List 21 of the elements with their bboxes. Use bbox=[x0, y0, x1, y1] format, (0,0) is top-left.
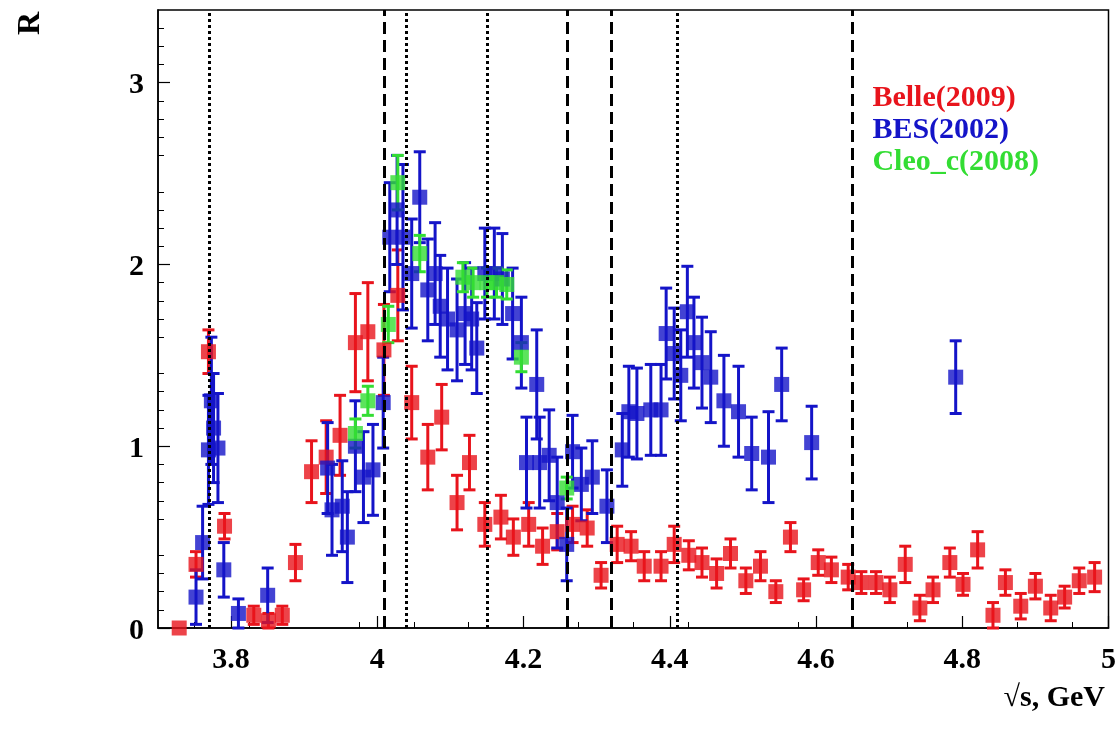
y-tick-label: 0 bbox=[129, 611, 144, 645]
point bbox=[360, 393, 376, 409]
y-tick-label: 1 bbox=[129, 429, 144, 463]
x-tick-label: 4.2 bbox=[504, 640, 543, 674]
x-tick-label: 4 bbox=[369, 640, 385, 674]
point bbox=[513, 349, 529, 365]
x-tick-label: 3.8 bbox=[212, 640, 250, 674]
x-tick-label: 4.4 bbox=[651, 640, 689, 674]
y-tick-label: 3 bbox=[129, 66, 144, 100]
point bbox=[390, 175, 406, 191]
point bbox=[412, 246, 428, 262]
y-axis-title: R bbox=[10, 11, 46, 36]
x-tick-label: 4.8 bbox=[943, 640, 982, 674]
point bbox=[499, 276, 515, 292]
x-axis-title: √s, GeV bbox=[1003, 678, 1106, 712]
x-tick-label: 5 bbox=[1101, 640, 1116, 674]
point bbox=[347, 426, 363, 442]
x-tick-label: 4.6 bbox=[797, 640, 835, 674]
text: Belle(2009) bbox=[872, 78, 1016, 113]
point bbox=[465, 275, 481, 291]
y-tick-label: 2 bbox=[129, 247, 144, 281]
